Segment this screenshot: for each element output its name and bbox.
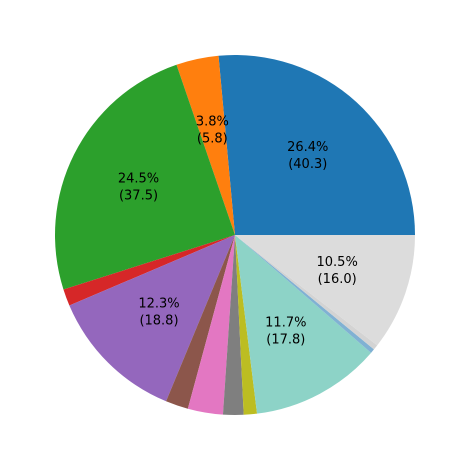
slice-percent-label: 12.3% [138,297,179,312]
slice-percent-label: 3.8% [196,114,229,129]
slice-percent-label: 10.5% [317,255,358,270]
slice-percent-label: 24.5% [118,171,159,186]
pie-slice-1 [176,55,235,236]
slice-label-1: 3.8% (5.8) [196,114,229,146]
pie-slice-5 [166,235,235,409]
slice-label-2: 24.5% (37.5) [118,171,159,203]
slice-value-label: (5.8) [197,131,228,146]
pie-slice-0 [218,55,415,236]
slice-value-label: (16.0) [318,272,357,287]
pie-slice-10 [235,235,374,353]
slice-value-label: (17.8) [266,332,305,347]
pie-slices [55,55,415,416]
pie-slice-6 [187,235,235,415]
slice-label-9: 11.7% (17.8) [265,315,306,347]
pie-labels: 26.4% (40.3) 3.8% (5.8) 24.5% (37.5) 12.3% (18.… [118,114,358,347]
pie-slice-7 [222,235,244,416]
slice-value-label: (40.3) [288,157,327,172]
slice-label-0: 26.4% (40.3) [287,140,328,172]
pie-slice-2 [55,64,235,290]
slice-label-4: 12.3% (18.8) [138,297,179,329]
slice-percent-label: 26.4% [287,140,328,155]
slice-percent-label: 11.7% [265,315,306,330]
slice-label-12: 10.5% (16.0) [317,255,358,287]
slice-value-label: (37.5) [119,188,158,203]
pie-slice-11 [235,235,378,350]
slice-value-label: (18.8) [139,314,178,329]
pie-slice-9 [235,235,372,414]
pie-slice-3 [63,235,235,306]
pie-slice-12 [235,235,415,346]
pie-slice-8 [235,235,258,415]
pie-slice-4 [69,235,236,402]
